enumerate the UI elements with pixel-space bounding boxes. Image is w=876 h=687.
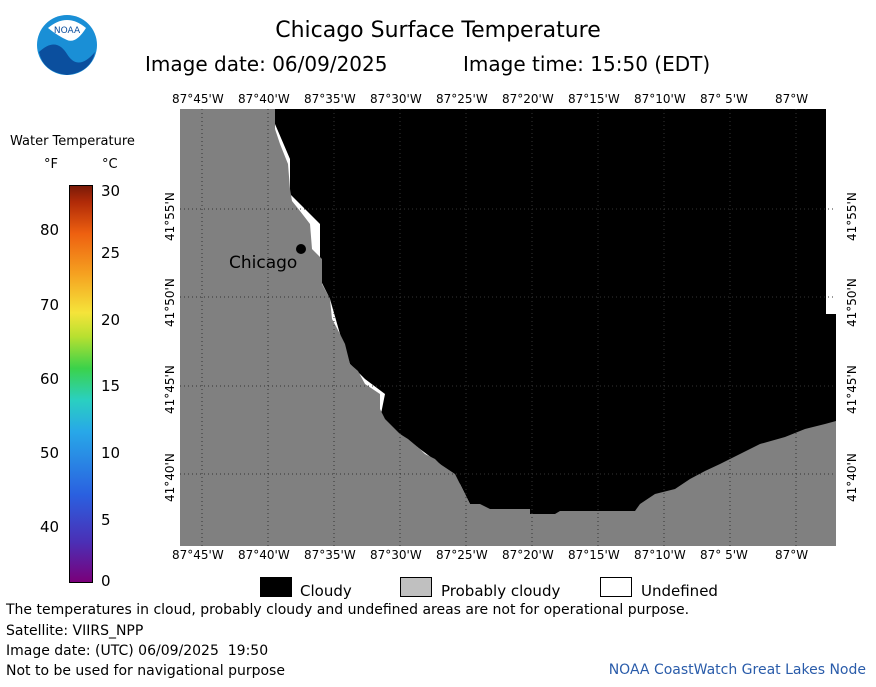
- image-date: Image date: 06/09/2025: [145, 52, 388, 76]
- undefined-strip-east: [826, 109, 836, 314]
- colorbar-f-tick: 50: [40, 444, 60, 462]
- lon-label-bottom: 87°15'W: [568, 548, 620, 562]
- lon-label-top: 87°10'W: [634, 92, 686, 106]
- colorbar-c-tick: 20: [101, 311, 121, 329]
- lat-label-left: 41°50'N: [163, 278, 177, 327]
- colorbar-f-tick: 70: [40, 296, 60, 314]
- navigation-warning: Not to be used for navigational purpose: [6, 663, 285, 679]
- lon-label-top: 87°W: [775, 92, 809, 106]
- lat-label-left: 41°40'N: [163, 453, 177, 502]
- logo-text: NOAA: [54, 26, 81, 36]
- lon-label-bottom: 87°25'W: [436, 548, 488, 562]
- colorbar-f-tick: 40: [40, 518, 60, 536]
- lon-label-top: 87°45'W: [172, 92, 224, 106]
- lon-label-bottom: 87° 5'W: [700, 548, 748, 562]
- city-label-chicago: Chicago: [229, 253, 298, 273]
- noaa-logo: NOAA: [37, 15, 97, 75]
- lat-label-right: 41°50'N: [845, 278, 859, 327]
- lon-label-top: 87°20'W: [502, 92, 554, 106]
- lon-label-top: 87°30'W: [370, 92, 422, 106]
- lon-label-top: 87°35'W: [304, 92, 356, 106]
- lon-label-bottom: 87°W: [775, 548, 809, 562]
- colorbar-title: Water Temperature: [10, 134, 135, 149]
- page-title: Chicago Surface Temperature: [275, 18, 601, 43]
- lon-label-bottom: 87°30'W: [370, 548, 422, 562]
- lon-label-bottom: 87°40'W: [238, 548, 290, 562]
- legend-swatch-undefined: [600, 577, 632, 597]
- utc-date-text: Image date: (UTC) 06/09/2025 19:50: [6, 643, 269, 659]
- colorbar-c-tick: 30: [101, 182, 121, 200]
- lon-label-top: 87°40'W: [238, 92, 290, 106]
- colorbar-f-tick: 80: [40, 221, 60, 239]
- lat-label-right: 41°40'N: [845, 453, 859, 502]
- lon-label-bottom: 87°45'W: [172, 548, 224, 562]
- colorbar-c-tick: 10: [101, 444, 121, 462]
- lon-label-top: 87°25'W: [436, 92, 488, 106]
- colorbar-unit-f: °F: [44, 157, 58, 172]
- lon-label-top: 87° 5'W: [700, 92, 748, 106]
- lat-label-right: 41°55'N: [845, 192, 859, 241]
- lat-label-left: 41°45'N: [163, 365, 177, 414]
- disclaimer-text: The temperatures in cloud, probably clou…: [6, 602, 690, 618]
- credit-link[interactable]: NOAA CoastWatch Great Lakes Node: [608, 662, 866, 678]
- legend-swatch-probably-cloudy: [400, 577, 432, 597]
- colorbar-c-tick: 5: [101, 511, 111, 529]
- colorbar-c-tick: 0: [101, 572, 111, 590]
- colorbar-c-tick: 25: [101, 244, 121, 262]
- lon-label-top: 87°15'W: [568, 92, 620, 106]
- legend-label-undefined: Undefined: [641, 582, 718, 600]
- lat-label-left: 41°55'N: [163, 192, 177, 241]
- colorbar-unit-c: °C: [102, 157, 118, 172]
- legend-swatch-cloudy: [260, 577, 292, 597]
- legend-label-probably-cloudy: Probably cloudy: [441, 582, 561, 600]
- lon-label-bottom: 87°35'W: [304, 548, 356, 562]
- land-region: [180, 109, 836, 546]
- satellite-text: Satellite: VIIRS_NPP: [6, 623, 144, 639]
- map-panel: [180, 109, 836, 546]
- colorbar-f-tick: 60: [40, 370, 60, 388]
- colorbar: [69, 185, 93, 583]
- chicago-marker: [296, 244, 306, 254]
- legend-label-cloudy: Cloudy: [300, 582, 352, 600]
- lon-label-bottom: 87°20'W: [502, 548, 554, 562]
- colorbar-c-tick: 15: [101, 377, 121, 395]
- lon-label-bottom: 87°10'W: [634, 548, 686, 562]
- map-grid: [180, 109, 836, 546]
- image-time: Image time: 15:50 (EDT): [463, 52, 711, 76]
- lat-label-right: 41°45'N: [845, 365, 859, 414]
